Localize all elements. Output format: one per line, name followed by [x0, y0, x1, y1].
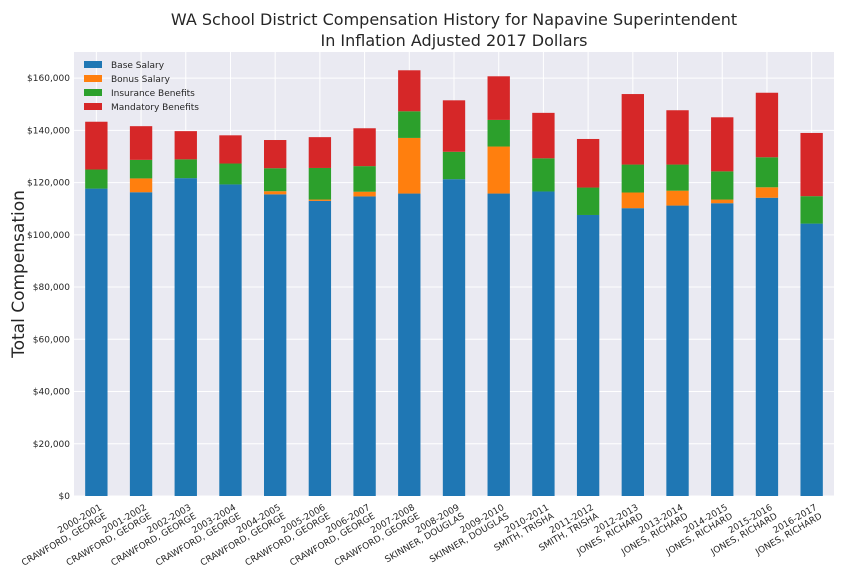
legend-swatch: [84, 75, 102, 82]
bar-base-salary: [174, 178, 197, 496]
bar-bonus-salary: [398, 137, 421, 194]
legend-swatch: [84, 103, 102, 110]
bar-bonus-salary: [353, 191, 376, 197]
bar-insurance-benefits: [800, 196, 823, 224]
bar-insurance-benefits: [576, 187, 600, 215]
bar-base-salary: [532, 191, 555, 496]
legend-swatch: [84, 61, 102, 68]
bar-insurance-benefits: [442, 151, 466, 180]
bar-insurance-benefits: [755, 157, 779, 188]
y-axis-label: Total Compensation: [9, 190, 29, 359]
bar-bonus-salary: [755, 187, 779, 198]
bar-insurance-benefits: [621, 164, 644, 193]
bar-insurance-benefits: [487, 119, 510, 147]
legend-label: Mandatory Benefits: [111, 103, 199, 113]
chart-subtitle: In Inflation Adjusted 2017 Dollars: [320, 31, 587, 50]
bar-mandatory-benefits: [264, 140, 287, 169]
bar-insurance-benefits: [711, 171, 734, 200]
bar-mandatory-benefits: [755, 92, 779, 158]
bar-base-salary: [398, 193, 421, 496]
bar-bonus-salary: [621, 192, 644, 209]
bar-base-salary: [219, 184, 242, 496]
bar-mandatory-benefits: [576, 138, 600, 188]
bar-insurance-benefits: [532, 158, 555, 192]
y-tick-label: $0: [59, 492, 71, 502]
bar-bonus-salary: [129, 178, 153, 193]
bar-base-salary: [264, 194, 287, 496]
bar-mandatory-benefits: [487, 76, 510, 120]
bar-bonus-salary: [711, 199, 734, 204]
bar-mandatory-benefits: [532, 112, 555, 159]
bar-insurance-benefits: [398, 111, 421, 138]
bar-base-salary: [711, 203, 734, 496]
bar-base-salary: [755, 197, 779, 497]
bar-base-salary: [576, 214, 600, 496]
y-tick-label: $120,000: [27, 179, 70, 189]
bar-insurance-benefits: [129, 159, 153, 179]
y-tick-label: $20,000: [33, 440, 70, 450]
legend: Base Salary Bonus Salary Insurance Benefit…: [84, 61, 199, 113]
bar-insurance-benefits: [219, 163, 242, 185]
bar-bonus-salary: [264, 191, 287, 195]
y-tick-label: $80,000: [33, 283, 70, 293]
bar-mandatory-benefits: [621, 94, 644, 165]
bar-mandatory-benefits: [711, 117, 734, 172]
legend-label: Bonus Salary: [111, 75, 171, 85]
bar-base-salary: [353, 196, 376, 496]
bar-base-salary: [487, 193, 510, 496]
bar-base-salary: [85, 188, 108, 497]
bar-mandatory-benefits: [442, 100, 466, 152]
bar-bonus-salary: [308, 199, 332, 201]
bar-mandatory-benefits: [219, 135, 242, 164]
bar-mandatory-benefits: [85, 121, 108, 170]
bar-base-salary: [442, 179, 466, 497]
y-tick-label: $100,000: [27, 231, 70, 241]
bar-insurance-benefits: [666, 164, 689, 191]
bar-bonus-salary: [487, 146, 510, 194]
bar-insurance-benefits: [308, 167, 332, 200]
bar-insurance-benefits: [264, 168, 287, 192]
bars-layer: [85, 70, 823, 497]
bar-base-salary: [308, 200, 332, 496]
bar-base-salary: [129, 192, 153, 496]
bar-mandatory-benefits: [800, 132, 823, 197]
bar-bonus-salary: [666, 190, 689, 206]
y-tick-label: $60,000: [33, 335, 70, 345]
bar-base-salary: [800, 223, 823, 496]
y-tick-label: $40,000: [33, 388, 70, 398]
bar-mandatory-benefits: [398, 70, 421, 112]
bar-mandatory-benefits: [353, 128, 376, 167]
bar-insurance-benefits: [85, 169, 108, 189]
bar-insurance-benefits: [174, 159, 197, 179]
chart-title: WA School District Compensation History …: [171, 10, 737, 29]
bar-mandatory-benefits: [174, 131, 197, 160]
y-tick-label: $140,000: [27, 126, 70, 136]
bar-base-salary: [621, 208, 644, 496]
bar-insurance-benefits: [353, 166, 376, 192]
bar-mandatory-benefits: [308, 137, 332, 168]
bar-mandatory-benefits: [666, 110, 689, 165]
legend-label: Base Salary: [111, 61, 165, 71]
bar-mandatory-benefits: [129, 126, 153, 160]
legend-label: Insurance Benefits: [111, 89, 195, 99]
y-tick-label: $160,000: [27, 74, 70, 84]
bar-base-salary: [666, 205, 689, 496]
legend-swatch: [84, 89, 102, 96]
